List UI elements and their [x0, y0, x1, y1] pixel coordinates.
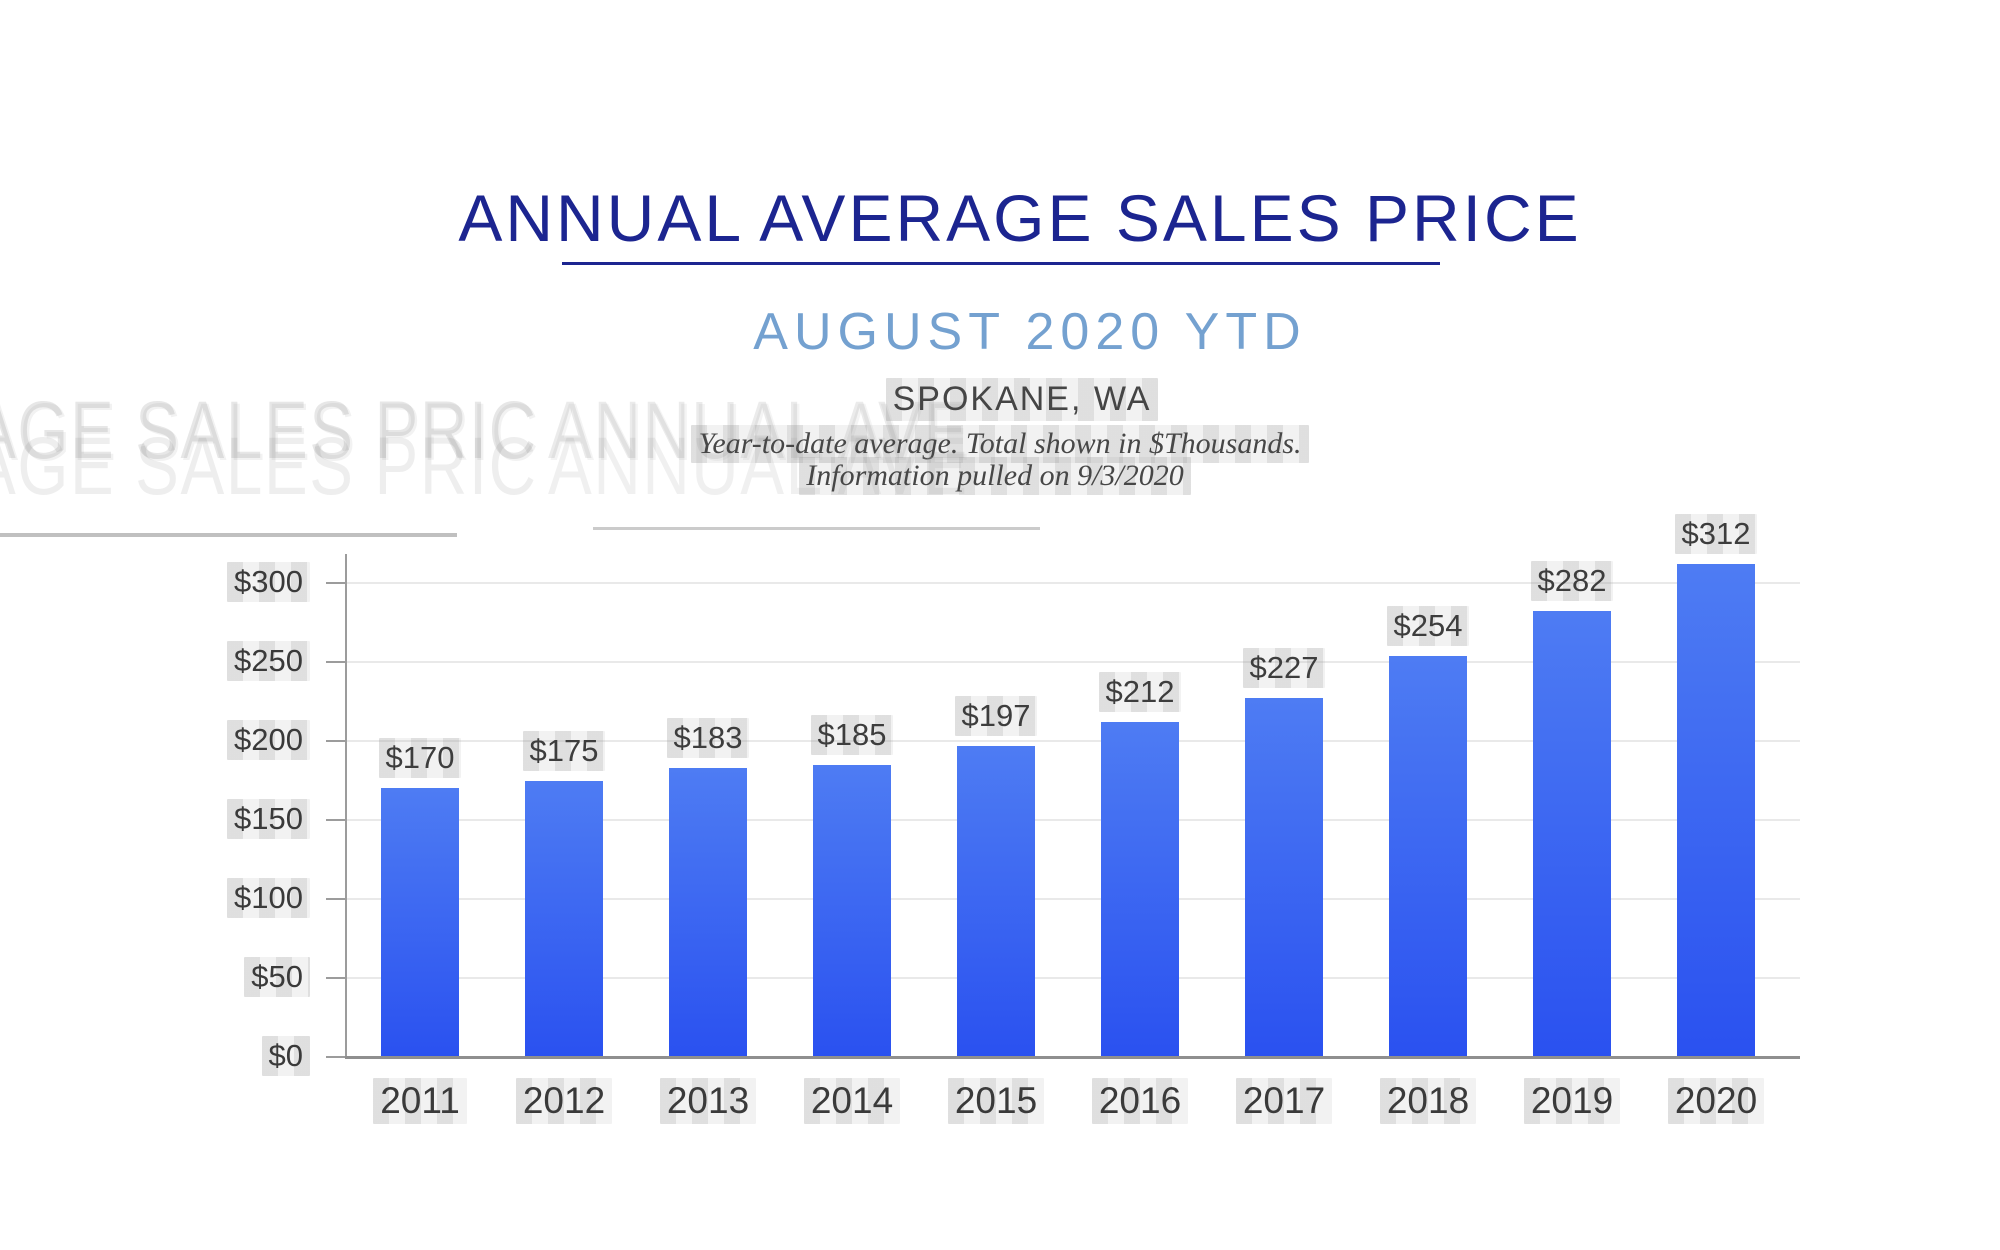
gridline-$300	[347, 582, 1800, 584]
note-line-2-text: Information pulled on 9/3/2020	[799, 457, 1191, 495]
x-label-2020: 2020	[1626, 1078, 1806, 1124]
x-label-2016: 2016	[1050, 1078, 1230, 1124]
x-label-2013: 2013	[618, 1078, 798, 1124]
y-tick-label-$100-text: $100	[227, 878, 310, 918]
x-label-2020-text: 2020	[1667, 1078, 1765, 1124]
bar-2016	[1101, 722, 1179, 1057]
bar-value-2011: $170	[330, 738, 510, 779]
x-label-2014: 2014	[762, 1078, 942, 1124]
bar-value-2019-text: $282	[1530, 561, 1614, 602]
x-label-2017-text: 2017	[1235, 1078, 1333, 1124]
note-line-1: Year-to-date average. Total shown in $Th…	[0, 425, 2000, 463]
bar-value-2013: $183	[618, 717, 798, 758]
x-label-2019: 2019	[1482, 1078, 1662, 1124]
y-tick-$200	[326, 740, 346, 742]
bar-value-2018-text: $254	[1386, 605, 1470, 646]
note-line-2: Information pulled on 9/3/2020	[0, 457, 2000, 495]
y-tick-label-$150-text: $150	[227, 799, 310, 839]
watermark-text-right: ANNUAL AVE	[548, 385, 967, 476]
y-tick-label-$200: $200	[130, 720, 310, 760]
bar-value-2019: $282	[1482, 561, 1662, 602]
y-tick-$50	[326, 977, 346, 979]
bar-value-2018: $254	[1338, 605, 1518, 646]
bar-value-2015: $197	[906, 695, 1086, 736]
bar-value-2016: $212	[1050, 672, 1230, 713]
x-label-2019-text: 2019	[1523, 1078, 1621, 1124]
bar-2019	[1533, 611, 1611, 1057]
x-label-2011: 2011	[330, 1078, 510, 1124]
bar-value-2012: $175	[474, 730, 654, 771]
bar-2011	[381, 788, 459, 1057]
gridline-$250	[347, 661, 1800, 663]
region-label-text: SPOKANE, WA	[885, 378, 1159, 421]
title-underline	[562, 262, 1440, 265]
y-tick-$300	[326, 582, 346, 584]
x-label-2016-text: 2016	[1091, 1078, 1189, 1124]
bar-2018	[1389, 655, 1467, 1057]
x-label-2013-text: 2013	[659, 1078, 757, 1124]
bar-2014	[813, 764, 891, 1057]
bar-value-2014: $185	[762, 714, 942, 755]
y-tick-label-$100: $100	[130, 878, 310, 918]
bar-value-2017-text: $227	[1242, 648, 1326, 689]
x-label-2018: 2018	[1338, 1078, 1518, 1124]
y-tick-$0	[326, 1056, 346, 1058]
bar-value-2020: $312	[1626, 514, 1806, 555]
x-label-2017: 2017	[1194, 1078, 1374, 1124]
region-label: SPOKANE, WA	[0, 378, 2000, 421]
y-tick-label-$0: $0	[130, 1036, 310, 1076]
bar-2020	[1677, 564, 1755, 1057]
gridline-$50	[347, 977, 1800, 979]
bar-2015	[957, 745, 1035, 1057]
bar-value-2014-text: $185	[810, 714, 894, 755]
gridline-$200	[347, 740, 1800, 742]
gridline-$150	[347, 819, 1800, 821]
page-title: ANNUAL AVERAGE SALES PRICE	[458, 181, 1582, 255]
bar-value-2012-text: $175	[522, 730, 606, 771]
watermark-underline-left	[0, 533, 457, 537]
x-label-2015: 2015	[906, 1078, 1086, 1124]
y-tick-label-$50: $50	[130, 957, 310, 997]
y-axis-line	[345, 554, 347, 1058]
x-axis-line	[345, 1056, 1800, 1059]
y-tick-label-$300: $300	[130, 562, 310, 602]
bar-value-2020-text: $312	[1674, 514, 1758, 555]
bar-2013	[669, 767, 747, 1057]
watermark-text-left: AGE SALES PRIC	[0, 385, 538, 476]
watermark-underline-right	[593, 527, 1040, 530]
y-tick-label-$150: $150	[130, 799, 310, 839]
bar-value-2016-text: $212	[1098, 672, 1182, 713]
x-label-2015-text: 2015	[947, 1078, 1045, 1124]
y-tick-label-$200-text: $200	[227, 720, 310, 760]
bar-value-2017: $227	[1194, 648, 1374, 689]
x-label-2012: 2012	[474, 1078, 654, 1124]
bar-value-2011-text: $170	[378, 738, 462, 779]
bar-2017	[1245, 698, 1323, 1057]
x-label-2011-text: 2011	[373, 1078, 467, 1124]
page-subtitle: AUGUST 2020 YTD	[753, 303, 1307, 361]
bar-value-2015-text: $197	[954, 695, 1038, 736]
y-tick-label-$50-text: $50	[244, 957, 310, 997]
y-tick-label-$0-text: $0	[261, 1036, 310, 1076]
bar-2012	[525, 780, 603, 1057]
note-line-1-text: Year-to-date average. Total shown in $Th…	[691, 425, 1309, 463]
bar-value-2013-text: $183	[666, 717, 750, 758]
y-tick-$100	[326, 898, 346, 900]
y-tick-label-$250: $250	[130, 641, 310, 681]
y-tick-label-$250-text: $250	[227, 641, 310, 681]
gridline-$100	[347, 898, 1800, 900]
x-label-2014-text: 2014	[803, 1078, 901, 1124]
y-tick-$250	[326, 661, 346, 663]
x-label-2018-text: 2018	[1379, 1078, 1477, 1124]
y-tick-$150	[326, 819, 346, 821]
x-label-2012-text: 2012	[515, 1078, 613, 1124]
y-tick-label-$300-text: $300	[227, 562, 310, 602]
